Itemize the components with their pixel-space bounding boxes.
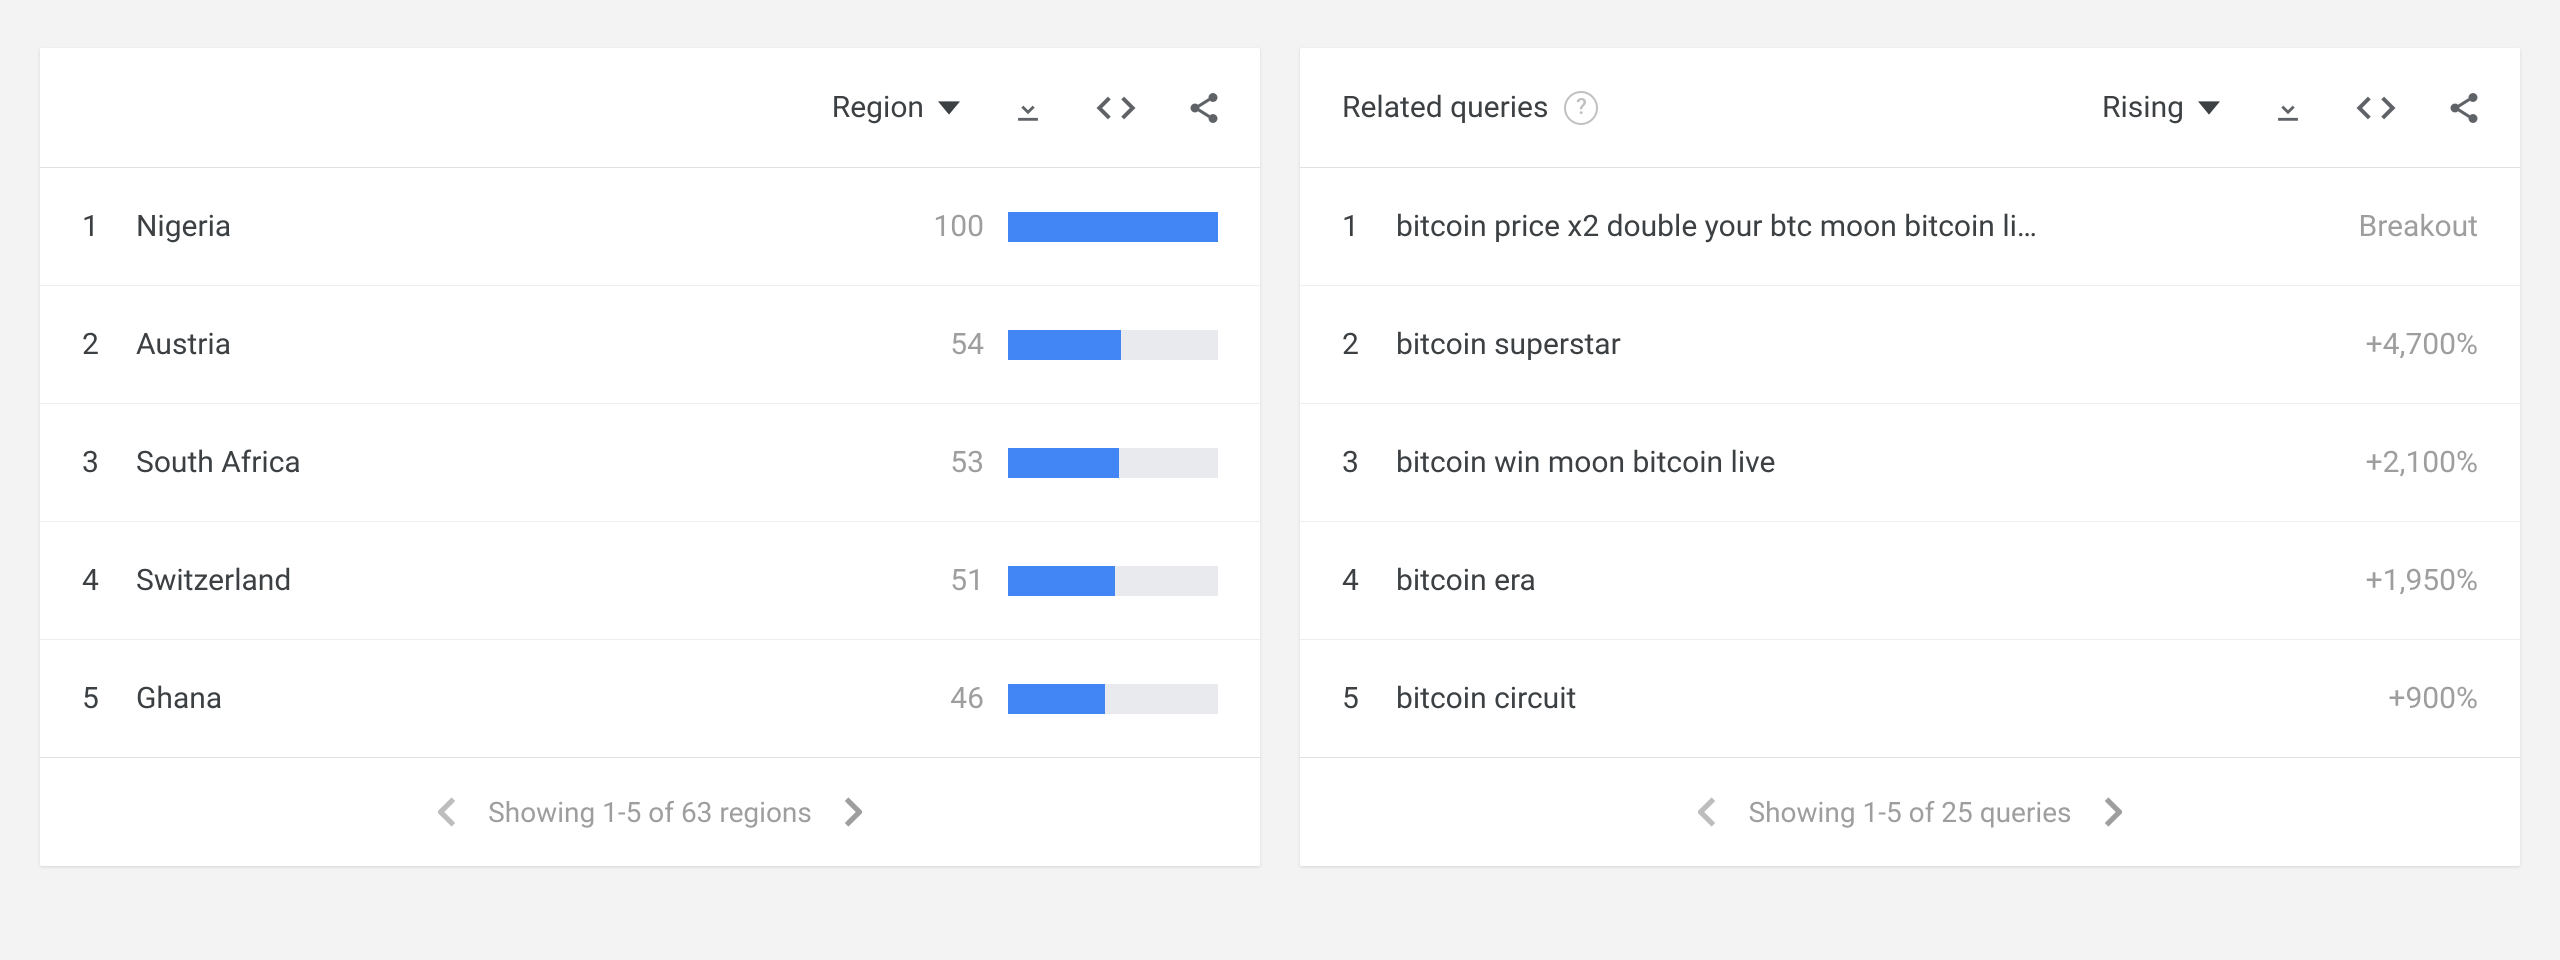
query-label: bitcoin win moon bitcoin live xyxy=(1396,445,2366,480)
query-row[interactable]: 4bitcoin era+1,950% xyxy=(1300,522,2520,640)
region-dropdown[interactable]: Region xyxy=(832,90,960,125)
queries-card: Related queries ? Rising 1bitcoin price … xyxy=(1300,48,2520,866)
region-bar-fill xyxy=(1008,684,1105,714)
region-rank: 4 xyxy=(82,563,136,598)
region-bar-fill xyxy=(1008,212,1218,242)
region-row[interactable]: 4Switzerland51 xyxy=(40,522,1260,640)
query-rank: 1 xyxy=(1342,209,1396,244)
region-row[interactable]: 5Ghana46 xyxy=(40,640,1260,758)
regions-prev-button[interactable] xyxy=(438,797,456,827)
region-rank: 2 xyxy=(82,327,136,362)
regions-card: Region 1Nigeria1002Austria543South Afric… xyxy=(40,48,1260,866)
query-value: Breakout xyxy=(2359,209,2478,244)
region-rank: 3 xyxy=(82,445,136,480)
queries-title: Related queries xyxy=(1342,90,1548,125)
region-label: Ghana xyxy=(136,681,928,716)
query-row[interactable]: 5bitcoin circuit+900% xyxy=(1300,640,2520,758)
queries-footer-text: Showing 1-5 of 25 queries xyxy=(1748,796,2071,829)
caret-down-icon xyxy=(2198,101,2220,115)
region-row[interactable]: 3South Africa53 xyxy=(40,404,1260,522)
query-rank: 2 xyxy=(1342,327,1396,362)
region-row[interactable]: 1Nigeria100 xyxy=(40,168,1260,286)
download-icon[interactable] xyxy=(2268,88,2308,128)
queries-prev-button[interactable] xyxy=(1698,797,1716,827)
region-bar xyxy=(1008,330,1218,360)
query-rank: 5 xyxy=(1342,681,1396,716)
caret-down-icon xyxy=(938,101,960,115)
queries-rows: 1bitcoin price x2 double your btc moon b… xyxy=(1300,168,2520,758)
query-value: +1,950% xyxy=(2366,563,2478,598)
region-value: 54 xyxy=(928,327,1008,362)
region-value: 100 xyxy=(928,209,1008,244)
queries-dropdown[interactable]: Rising xyxy=(2102,90,2220,125)
share-icon[interactable] xyxy=(2444,88,2484,128)
region-dropdown-label: Region xyxy=(832,90,924,125)
query-rank: 3 xyxy=(1342,445,1396,480)
embed-icon[interactable] xyxy=(1096,88,1136,128)
queries-header: Related queries ? Rising xyxy=(1300,48,2520,168)
region-value: 53 xyxy=(928,445,1008,480)
region-value: 46 xyxy=(928,681,1008,716)
region-label: Switzerland xyxy=(136,563,928,598)
download-icon[interactable] xyxy=(1008,88,1048,128)
region-bar-fill xyxy=(1008,330,1121,360)
region-label: Austria xyxy=(136,327,928,362)
query-label: bitcoin price x2 double your btc moon bi… xyxy=(1396,209,2359,244)
region-rank: 5 xyxy=(82,681,136,716)
region-label: South Africa xyxy=(136,445,928,480)
query-label: bitcoin superstar xyxy=(1396,327,2366,362)
queries-footer: Showing 1-5 of 25 queries xyxy=(1300,758,2520,866)
share-icon[interactable] xyxy=(1184,88,1224,128)
query-value: +900% xyxy=(2388,681,2478,716)
query-value: +4,700% xyxy=(2366,327,2478,362)
help-icon[interactable]: ? xyxy=(1564,91,1598,125)
query-label: bitcoin era xyxy=(1396,563,2366,598)
region-bar-fill xyxy=(1008,566,1115,596)
queries-next-button[interactable] xyxy=(2104,797,2122,827)
query-value: +2,100% xyxy=(2366,445,2478,480)
region-bar-fill xyxy=(1008,448,1119,478)
regions-footer: Showing 1-5 of 63 regions xyxy=(40,758,1260,866)
region-label: Nigeria xyxy=(136,209,928,244)
queries-dropdown-label: Rising xyxy=(2102,90,2184,125)
query-label: bitcoin circuit xyxy=(1396,681,2388,716)
regions-rows: 1Nigeria1002Austria543South Africa534Swi… xyxy=(40,168,1260,758)
region-bar xyxy=(1008,684,1218,714)
query-row[interactable]: 1bitcoin price x2 double your btc moon b… xyxy=(1300,168,2520,286)
region-bar xyxy=(1008,566,1218,596)
regions-header-controls: Region xyxy=(832,88,1224,128)
region-bar xyxy=(1008,448,1218,478)
query-rank: 4 xyxy=(1342,563,1396,598)
regions-header: Region xyxy=(40,48,1260,168)
queries-header-controls: Rising xyxy=(2102,88,2484,128)
region-bar xyxy=(1008,212,1218,242)
region-row[interactable]: 2Austria54 xyxy=(40,286,1260,404)
query-row[interactable]: 2bitcoin superstar+4,700% xyxy=(1300,286,2520,404)
region-value: 51 xyxy=(928,563,1008,598)
query-row[interactable]: 3bitcoin win moon bitcoin live+2,100% xyxy=(1300,404,2520,522)
regions-footer-text: Showing 1-5 of 63 regions xyxy=(488,796,812,829)
embed-icon[interactable] xyxy=(2356,88,2396,128)
region-rank: 1 xyxy=(82,209,136,244)
regions-next-button[interactable] xyxy=(844,797,862,827)
